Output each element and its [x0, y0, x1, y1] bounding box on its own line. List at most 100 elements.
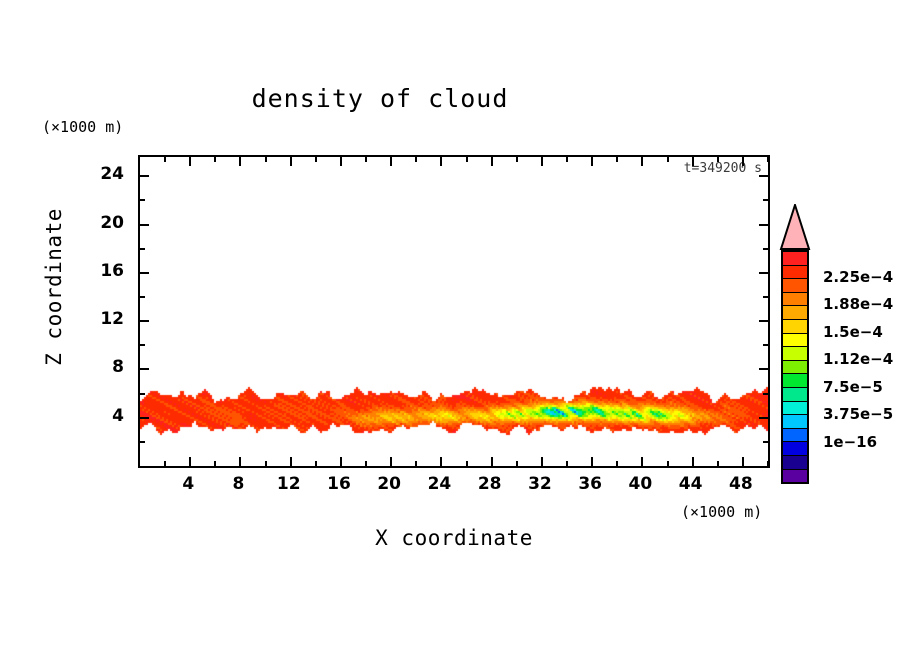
x-tick-label: 4	[182, 474, 195, 494]
axis-tick	[515, 461, 518, 466]
colorbar-band	[783, 415, 807, 429]
axis-tick	[759, 271, 768, 274]
x-tick-label: 24	[427, 474, 452, 494]
axis-tick	[264, 157, 267, 162]
axis-tick	[239, 157, 242, 166]
axis-tick	[759, 223, 768, 226]
axis-tick	[716, 157, 719, 162]
axis-tick	[140, 416, 149, 419]
x-tick-label: 48	[729, 474, 753, 494]
axis-tick	[465, 461, 468, 466]
x-tick-label: 28	[477, 474, 502, 494]
x-axis-title: X coordinate	[375, 526, 533, 550]
axis-tick	[140, 199, 145, 202]
axis-tick	[140, 368, 149, 371]
axis-tick	[415, 157, 418, 162]
axis-tick	[339, 157, 342, 166]
x-tick-label: 12	[276, 474, 301, 494]
colorbar-band	[783, 374, 807, 388]
axis-tick	[759, 175, 768, 178]
colorbar-band	[783, 292, 807, 307]
axis-tick	[691, 157, 694, 166]
axis-tick	[164, 461, 167, 466]
axis-tick	[390, 457, 393, 466]
colorbar-label: 1.88e−4	[823, 295, 894, 314]
axis-tick	[465, 157, 468, 162]
axis-tick	[490, 157, 493, 166]
y-tick-label: 4	[112, 405, 124, 426]
axis-tick	[566, 157, 569, 162]
y-tick-label: 12	[100, 309, 124, 330]
x-tick-label: 20	[377, 474, 402, 494]
axis-tick	[239, 457, 242, 466]
axis-tick	[767, 157, 768, 162]
x-tick-label: 40	[628, 474, 653, 494]
axis-tick	[616, 157, 619, 162]
axis-tick	[763, 440, 768, 443]
x-tick-label: 36	[578, 474, 602, 494]
axis-tick	[763, 392, 768, 395]
x-axis-unit-label: (×1000 m)	[681, 503, 763, 521]
axis-tick	[741, 157, 744, 166]
colorbar-band	[783, 428, 807, 443]
axis-tick	[666, 157, 669, 162]
axis-tick	[490, 457, 493, 466]
axis-tick	[140, 392, 145, 395]
x-tick-label: 16	[327, 474, 351, 494]
colorbar-band	[783, 401, 807, 416]
axis-tick	[767, 461, 768, 466]
axis-tick	[641, 457, 644, 466]
plot-area: t=349200 s	[138, 155, 770, 468]
axis-tick	[759, 416, 768, 419]
axis-tick	[540, 457, 543, 466]
colorbar-band	[783, 319, 807, 334]
colorbar-label: 1e−16	[823, 432, 878, 451]
time-annotation: t=349200 s	[683, 161, 762, 176]
axis-tick	[314, 157, 317, 162]
colorbar-band	[783, 360, 807, 375]
colorbar-band	[783, 442, 807, 456]
y-tick-label: 20	[100, 212, 124, 233]
colorbar-band	[783, 252, 807, 266]
axis-tick	[140, 440, 145, 443]
axis-tick	[540, 157, 543, 166]
axis-tick	[390, 157, 393, 166]
axis-tick	[140, 320, 149, 323]
axis-tick	[140, 296, 145, 299]
axis-tick	[566, 461, 569, 466]
colorbar-band	[783, 306, 807, 320]
axis-tick	[289, 157, 292, 166]
axis-tick	[591, 157, 594, 166]
axis-tick	[314, 461, 317, 466]
axis-tick	[691, 457, 694, 466]
axis-tick	[716, 461, 719, 466]
colorbar-band	[783, 387, 807, 402]
axis-tick	[763, 199, 768, 202]
colorbar-bands	[781, 250, 809, 484]
axis-tick	[365, 157, 368, 162]
axis-tick	[189, 457, 192, 466]
colorbar-label: 1.12e−4	[823, 350, 894, 369]
axis-tick	[140, 247, 145, 250]
axis-tick	[140, 175, 149, 178]
axis-tick	[616, 461, 619, 466]
colorbar-band	[783, 469, 807, 483]
axis-tick	[415, 461, 418, 466]
axis-tick	[140, 271, 149, 274]
y-axis-unit-label: (×1000 m)	[42, 118, 124, 136]
axis-tick	[440, 157, 443, 166]
x-tick-label: 8	[232, 474, 245, 494]
axis-tick	[759, 320, 768, 323]
axis-tick	[591, 457, 594, 466]
axis-tick	[214, 461, 217, 466]
axis-tick	[515, 157, 518, 162]
axis-tick	[641, 157, 644, 166]
axis-tick	[164, 157, 167, 162]
axis-tick	[666, 461, 669, 466]
colorbar-label: 2.25e−4	[823, 267, 894, 286]
x-tick-label: 44	[678, 474, 703, 494]
y-tick-label: 16	[100, 260, 124, 281]
axis-tick	[763, 344, 768, 347]
colorbar-band	[783, 265, 807, 280]
